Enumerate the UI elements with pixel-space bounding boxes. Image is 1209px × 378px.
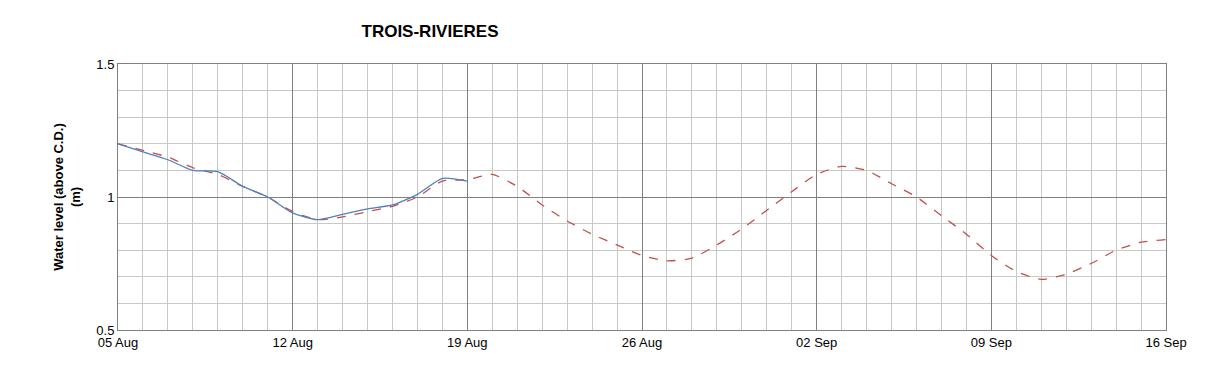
svg-text:Water level (above C.D.)(m): Water level (above C.D.)(m) [51,123,83,271]
svg-text:19 Aug: 19 Aug [447,335,488,350]
svg-text:02 Sep: 02 Sep [796,335,837,350]
svg-text:16 Sep: 16 Sep [1145,335,1186,350]
svg-text:1: 1 [107,190,114,205]
svg-text:26 Aug: 26 Aug [622,335,663,350]
svg-text:09 Sep: 09 Sep [971,335,1012,350]
svg-text:1.5: 1.5 [96,57,114,72]
svg-text:12 Aug: 12 Aug [272,335,313,350]
svg-text:0.5: 0.5 [96,323,114,338]
svg-text:05 Aug: 05 Aug [98,335,139,350]
svg-text:TROIS-RIVIERES: TROIS-RIVIERES [362,22,499,41]
